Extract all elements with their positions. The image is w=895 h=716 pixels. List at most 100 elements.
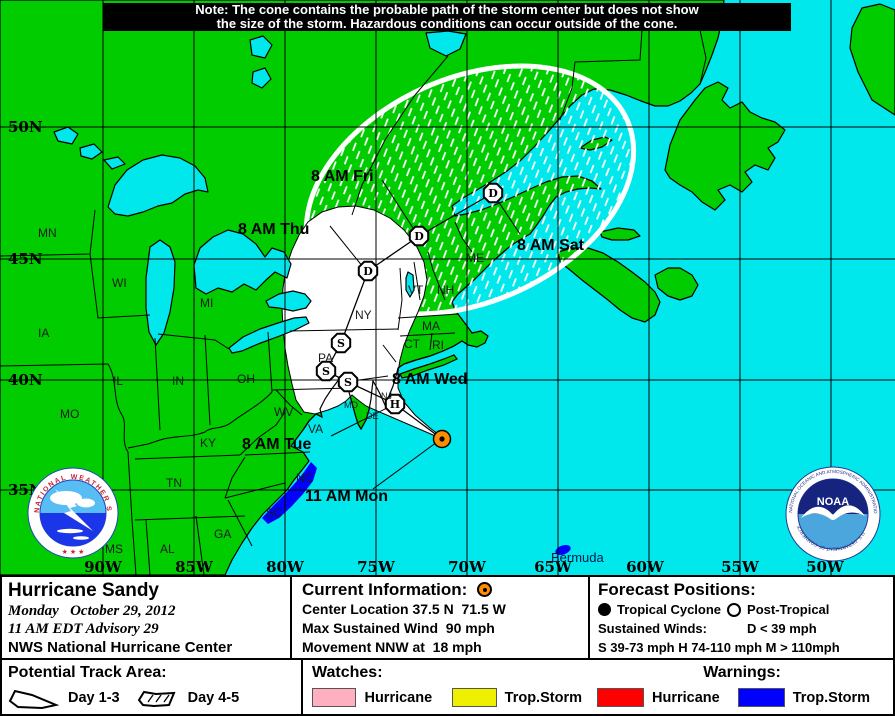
cape-breton xyxy=(654,267,699,301)
ts-warning-swatch xyxy=(737,688,785,707)
forecast-point-s xyxy=(337,371,359,393)
forecast-point-letter: D xyxy=(414,230,424,243)
map-label: NH xyxy=(437,283,454,297)
map-label: 55W xyxy=(721,558,760,575)
map-label: NJ xyxy=(381,391,392,401)
lakes xyxy=(53,30,467,354)
watches-header: Watches: xyxy=(312,664,383,681)
track-symbols: H S S S D D D xyxy=(315,182,504,415)
forecast-time-labels: 11 AM Mon 8 AM Tue 8 AM Wed 8 AM Thu 8 AM Fr… xyxy=(238,168,585,505)
map-label: MO xyxy=(60,407,79,421)
ts-warning-label: Trop.Storm xyxy=(792,689,871,706)
on-lake-2 xyxy=(251,67,272,89)
place-labels: Bermuda xyxy=(551,550,605,565)
map-label: 8 AM Fri xyxy=(311,168,374,185)
current-info-header: Current Information: xyxy=(302,580,468,599)
map-label: Bermuda xyxy=(551,550,605,565)
map-label: SC xyxy=(266,506,283,520)
current-position-center xyxy=(439,436,445,442)
forecast-point-letter: D xyxy=(488,187,498,200)
day13-label: Day 1-3 xyxy=(68,690,120,706)
note-banner: Note: The cone contains the probable pat… xyxy=(103,3,791,31)
map-label: MN xyxy=(38,226,57,240)
on-lake-1 xyxy=(249,35,273,59)
ne-corner-land xyxy=(849,3,895,116)
map-label: IL xyxy=(113,374,123,388)
pei xyxy=(599,227,641,241)
map-label: 8 AM Wed xyxy=(392,371,468,388)
tropical-cyclone-label: Tropical Cyclone xyxy=(617,602,722,617)
bermuda-ts-warning xyxy=(555,544,571,556)
forecast-point-letter: D xyxy=(363,265,373,278)
map-label: DE xyxy=(366,411,379,421)
map-label: 75W xyxy=(357,558,396,575)
note-line-2: the size of the storm. Hazardous conditi… xyxy=(216,16,678,31)
current-information-panel: Current Information: Center Location 37.… xyxy=(302,579,582,657)
forecast-point-s xyxy=(315,360,337,382)
forecast-point-letter: S xyxy=(322,365,330,378)
day45-label: Day 4-5 xyxy=(187,690,240,706)
newfoundland xyxy=(664,81,786,211)
ts-watch-swatch xyxy=(452,688,497,707)
storm-title: Hurricane Sandy xyxy=(8,580,159,601)
map-label: IA xyxy=(38,326,49,340)
forecast-point-d xyxy=(482,182,504,204)
map-label: ME xyxy=(466,251,484,265)
day45-cone-icon xyxy=(137,690,176,708)
map-label: WV xyxy=(274,405,293,419)
map-label: RI xyxy=(432,338,444,352)
map-label: VT xyxy=(408,283,424,297)
map-label: GA xyxy=(214,527,231,541)
map-label: NC xyxy=(296,471,314,485)
map-label: 40N xyxy=(8,371,43,389)
james-bay xyxy=(425,30,467,57)
map-label: PA xyxy=(318,351,333,365)
note-line-1: Note: The cone contains the probable pat… xyxy=(195,2,699,17)
map-label: VA xyxy=(308,422,323,436)
map-label: 85W xyxy=(175,558,214,575)
forecast-point-h xyxy=(384,393,406,415)
center-location: Center Location 37.5 N 71.5 W xyxy=(302,601,506,617)
forecast-point-d xyxy=(408,225,430,247)
map-label: OH xyxy=(237,372,255,386)
lake-ontario xyxy=(265,290,312,312)
map-label: 50N xyxy=(8,118,43,136)
map-label: TN xyxy=(166,476,182,490)
nova-scotia xyxy=(557,247,661,323)
forecast-point-d xyxy=(357,260,379,282)
forecast-positions-panel: Forecast Positions: Tropical Cyclone Pos… xyxy=(598,579,894,657)
watches-panel: Watches: Hurricane Trop.Storm xyxy=(312,663,582,707)
map-label: MS xyxy=(105,542,123,556)
long-island xyxy=(399,354,458,379)
nws-stars: ★ ★ ★ xyxy=(62,548,85,556)
map-label: MD xyxy=(344,400,358,410)
map-label: 65W xyxy=(534,558,573,575)
state-labels: MN WI MI IA IL IN OH MO WV KY VA TN NC SC GA AL MS NY PA VT… xyxy=(38,226,484,556)
hurricane-watch-swatch xyxy=(312,688,357,707)
potential-track-area-panel: Potential Track Area: Day 1-3 Day 4-5 xyxy=(8,663,298,710)
sustained-winds-label: Sustained Winds: xyxy=(598,621,707,636)
divider xyxy=(588,577,590,660)
map-label: 8 AM Tue xyxy=(242,436,311,453)
map-label: 80W xyxy=(266,558,305,575)
noaa-wordmark: NOAA xyxy=(817,496,849,508)
warnings-header: Warnings: xyxy=(703,664,781,681)
nw-lake-3 xyxy=(103,156,126,170)
max-sustained-wind: Max Sustained Wind 90 mph xyxy=(302,620,495,636)
map-label: 50W xyxy=(806,558,845,575)
map-label: KY xyxy=(200,436,216,450)
forecast-point-letter: S xyxy=(337,337,345,350)
lake-michigan xyxy=(145,239,176,346)
current-position-icon xyxy=(477,582,493,597)
lake-huron xyxy=(193,229,292,295)
map-label: 90W xyxy=(84,558,123,575)
map-label: 8 AM Thu xyxy=(238,221,309,238)
divider xyxy=(301,658,303,714)
hurricane-warning-swatch xyxy=(597,688,644,707)
map-label: 8 AM Sat xyxy=(517,237,585,254)
lake-superior xyxy=(107,154,209,217)
post-tropical-label: Post-Tropical xyxy=(747,602,830,617)
divider xyxy=(2,658,893,660)
